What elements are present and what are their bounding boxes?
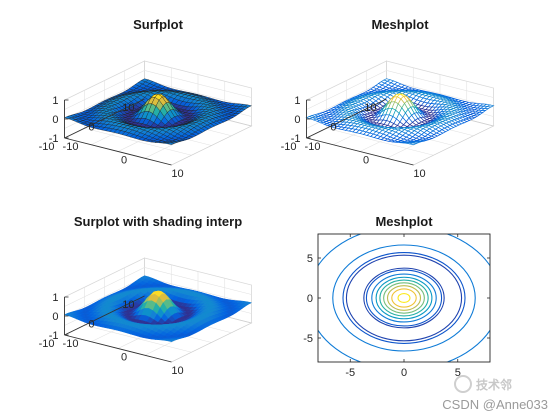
contour-line: [365, 269, 443, 327]
y-tick-label: 5: [307, 253, 313, 265]
contour-line: [391, 288, 417, 308]
contour-line: [363, 267, 445, 329]
surface-patch: [166, 339, 176, 342]
x-axis-line: [306, 137, 414, 166]
y-tick-label: 0: [330, 122, 336, 134]
contour-panel: Meshplot -5 0 5 5 0 -5: [303, 214, 491, 379]
grid-line: [84, 324, 192, 353]
chart-title: Surfplot: [133, 17, 183, 32]
grid-line: [64, 267, 252, 307]
y-axis-line: [64, 295, 145, 336]
csdn-watermark: CSDN @Anne033: [442, 397, 548, 412]
mesh-patch: [408, 142, 418, 146]
x-tick-label: -10: [63, 141, 79, 153]
contour-line: [383, 282, 425, 314]
x-tick-label: 5: [455, 367, 461, 379]
z-tick-label: -1: [49, 133, 59, 145]
contour-line: [342, 252, 466, 344]
x-tick-label: -10: [305, 141, 321, 153]
y-axis-line: [64, 98, 145, 139]
contour-line: [397, 293, 411, 303]
surface: [63, 78, 253, 145]
contour-line: [379, 279, 429, 317]
contour-line: [371, 273, 437, 323]
x-tick-label: 0: [121, 155, 127, 167]
surface: [305, 78, 495, 146]
x-axis-line: [64, 137, 172, 166]
z-tick-label: 1: [52, 95, 58, 107]
y-tick-label: -10: [39, 141, 55, 153]
z-tick-label: 1: [294, 95, 300, 107]
x-tick-label: 0: [121, 352, 127, 364]
x-tick-label: 0: [401, 367, 407, 379]
y-tick-label: -10: [39, 338, 55, 350]
grid-line: [64, 70, 252, 110]
plot-area: [318, 234, 490, 362]
y-tick-label: -5: [303, 333, 313, 345]
grid-line: [306, 70, 494, 110]
watermark-logo: 技术邻: [454, 375, 512, 393]
chart-title: Meshplot: [371, 17, 429, 32]
contour-line: [332, 244, 476, 352]
x-tick-label: 10: [171, 365, 183, 377]
grid-line: [326, 127, 434, 156]
watermark-logo-text: 技术邻: [476, 377, 512, 392]
y-tick-label: 0: [88, 122, 94, 134]
x-tick-label: -5: [345, 367, 355, 379]
y-tick-label: 10: [364, 102, 376, 114]
contour-lines: [318, 234, 490, 362]
y-tick-label: 0: [307, 293, 313, 305]
y-tick-label: 10: [122, 102, 134, 114]
y-tick-label: -10: [281, 141, 297, 153]
surface: [63, 275, 253, 342]
y-tick-label: 0: [88, 319, 94, 331]
z-tick-label: -1: [291, 133, 301, 145]
x-tick-label: -10: [63, 338, 79, 350]
contour-line: [386, 285, 422, 311]
z-tick-label: 1: [52, 292, 58, 304]
z-tick-label: 0: [52, 311, 58, 323]
x-tick-label: 10: [413, 168, 425, 180]
contour-line: [375, 276, 433, 320]
x-tick-label: 0: [363, 155, 369, 167]
z-tick-label: 0: [52, 114, 58, 126]
y-axis-line: [306, 98, 387, 139]
chart-title: Meshplot: [375, 214, 433, 229]
z-tick-label: 0: [294, 114, 300, 126]
x-tick-label: 10: [171, 168, 183, 180]
grid-line: [84, 127, 192, 156]
contour-line: [345, 254, 463, 342]
z-tick-label: -1: [49, 330, 59, 342]
y-tick-label: 10: [122, 299, 134, 311]
chart-title: Surplot with shading interp: [74, 214, 242, 229]
surface-patch: [166, 142, 176, 145]
x-axis-line: [64, 334, 172, 363]
